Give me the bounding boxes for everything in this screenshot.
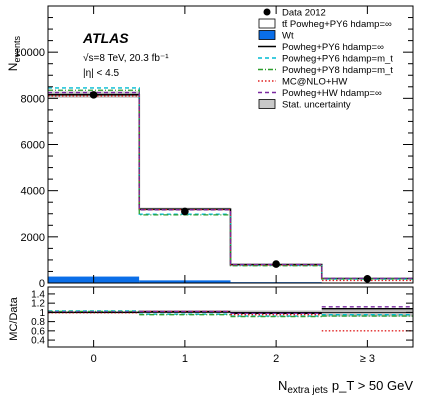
- legend-label-6: MC@NLO+HW: [282, 77, 347, 88]
- ratio-ytick-label-4: 1.2: [31, 299, 45, 310]
- ratio-ytick-label-0: 0.4: [31, 336, 45, 347]
- xtick-label-3: ≥ 3: [360, 353, 375, 365]
- ratio-frame: [47, 286, 414, 348]
- legend-label-1: tt̄ Powheg+PY6 hdamp=∞: [282, 19, 392, 30]
- main-ytick-label-1: 2000: [21, 232, 45, 244]
- legend-label-8: Stat. uncertainty: [282, 100, 351, 111]
- legend-label-2: Wt: [282, 31, 294, 42]
- data-point-1: [181, 207, 189, 216]
- xtick-label-1: 1: [182, 353, 188, 365]
- experiment-label: ATLAS: [82, 30, 129, 46]
- ratio-ylabel: MC/Data: [8, 296, 20, 340]
- stack-1-bin-0: [48, 94, 140, 277]
- xtick-label-0: 0: [91, 353, 97, 365]
- ratio-ytick-label-3: 1: [39, 308, 45, 319]
- stack-1-bin-1: [139, 209, 231, 281]
- ratio-ytick-label-1: 0.6: [31, 326, 45, 337]
- legend-label-7: Powheg+HW hdamp=∞: [282, 88, 382, 99]
- ratio-ytick-label-5: 1.4: [31, 289, 45, 300]
- info-line-energy-lumi: √s=8 TeV, 20.3 fb⁻¹: [83, 52, 169, 64]
- legend-label-4: Powheg+PY6 hdamp=m_t: [282, 54, 393, 65]
- legend-marker-0: [263, 8, 271, 16]
- main-ylabel: Nevents: [6, 36, 22, 72]
- legend-marker-1: [258, 18, 276, 29]
- stack-1-bin-2: [230, 264, 322, 283]
- main-ytick-label-4: 8000: [21, 93, 45, 105]
- data-point-2: [272, 260, 280, 268]
- main-ytick-label-2: 4000: [21, 186, 45, 198]
- legend-marker-8: [258, 99, 276, 109]
- xtick-label-2: 2: [273, 353, 279, 365]
- mc-line-4: [48, 91, 413, 280]
- legend-label-3: Powheg+PY6 hdamp=∞: [282, 42, 384, 53]
- info-line-eta: |η| < 4.5: [83, 68, 119, 79]
- xlabel: Nextra jets p_T > 50 GeV: [278, 378, 413, 396]
- legend-label-5: Powheg+PY8 hdamp=m_t: [282, 65, 393, 76]
- main-ytick-label-5: 10000: [14, 47, 45, 59]
- main-ytick-label-0: 0: [39, 278, 45, 290]
- mc-line-3: [48, 95, 413, 282]
- main-ytick-label-3: 6000: [21, 140, 45, 152]
- ratio-ytick-label-2: 0.8: [31, 317, 45, 328]
- data-point-0: [89, 91, 98, 99]
- legend-marker-2: [258, 30, 276, 40]
- legend-label-0: Data 2012: [282, 8, 326, 19]
